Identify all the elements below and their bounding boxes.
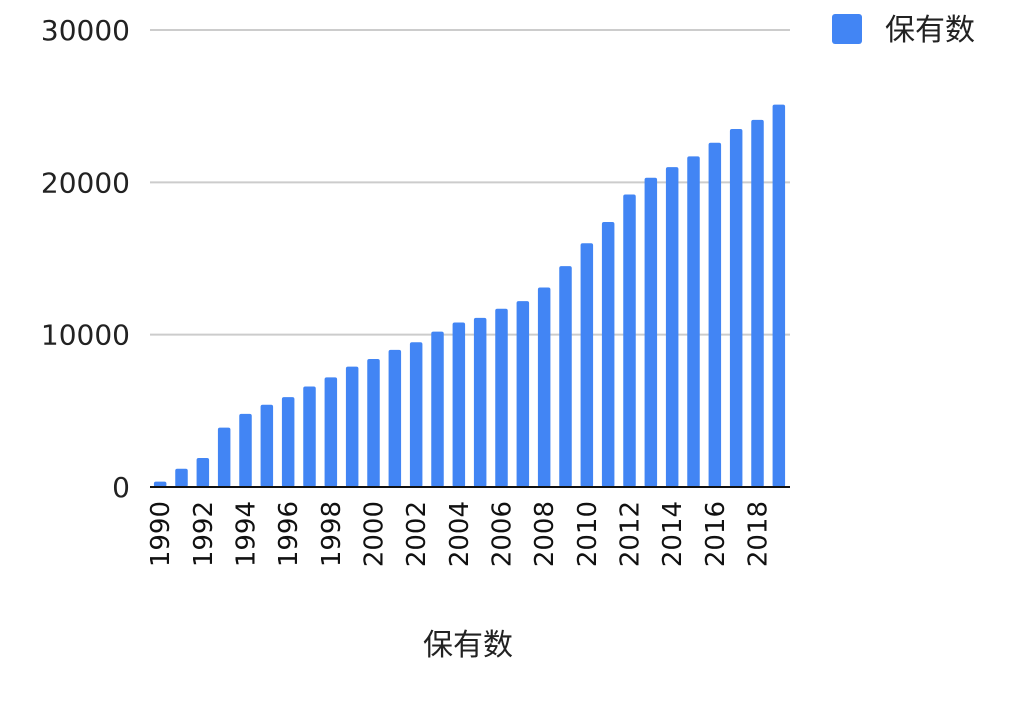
- bars: [153, 104, 786, 488]
- bar-1992[interactable]: [196, 458, 210, 487]
- x-tick-label: 1998: [317, 501, 347, 567]
- x-axis-tick-labels: 1990 1992 1994 1996 1998 2000 2002 2004 2006 2008…: [146, 501, 773, 567]
- x-tick-label: 2012: [616, 501, 646, 567]
- gridlines: [150, 29, 790, 336]
- bar-2003[interactable]: [431, 331, 444, 487]
- y-tick-label: 0: [112, 471, 130, 504]
- x-tick-label: 2004: [445, 501, 475, 567]
- x-tick-label: 1994: [232, 501, 262, 567]
- x-tick-label: 2014: [658, 501, 688, 567]
- x-tick-label: 2002: [402, 501, 432, 567]
- bar-2015[interactable]: [687, 156, 700, 488]
- x-tick-label: 1992: [189, 501, 219, 567]
- bar-1993[interactable]: [217, 427, 231, 487]
- bar-2018[interactable]: [751, 119, 764, 488]
- legend-swatch: [832, 14, 862, 44]
- x-axis-title: 保有数: [423, 628, 513, 663]
- x-tick-label: 1996: [274, 501, 304, 567]
- bar-2017[interactable]: [729, 129, 743, 487]
- bar-2002[interactable]: [409, 342, 423, 487]
- y-tick-label: 20000: [41, 166, 130, 199]
- bar-2019[interactable]: [772, 104, 786, 487]
- x-tick-label: 2008: [530, 501, 560, 567]
- bar-1991[interactable]: [175, 468, 188, 487]
- bar-2004[interactable]: [452, 322, 466, 487]
- bar-1995[interactable]: [260, 404, 274, 487]
- bar-1996[interactable]: [281, 397, 295, 487]
- bar-2009[interactable]: [559, 266, 572, 487]
- x-tick-label: 2016: [701, 501, 731, 567]
- legend-label: 保有数: [885, 13, 975, 48]
- x-tick-label: 2010: [573, 501, 603, 567]
- bar-2005[interactable]: [473, 317, 487, 487]
- x-tick-label: 2018: [744, 501, 774, 567]
- x-tick-label: 2000: [360, 501, 390, 567]
- bar-1999[interactable]: [345, 366, 359, 487]
- bar-2010[interactable]: [580, 243, 594, 487]
- bar-1990[interactable]: [153, 481, 167, 487]
- bar-2013[interactable]: [644, 177, 658, 487]
- y-tick-label: 10000: [41, 319, 130, 352]
- bar-1994[interactable]: [239, 413, 252, 487]
- bar-2007[interactable]: [516, 301, 530, 487]
- bar-2012[interactable]: [623, 194, 636, 487]
- y-tick-label: 30000: [41, 14, 130, 47]
- bar-2008[interactable]: [537, 287, 551, 487]
- bar-2011[interactable]: [601, 221, 615, 487]
- bar-2014[interactable]: [665, 167, 679, 487]
- y-axis-tick-labels: 0 10000 20000 30000: [41, 14, 130, 504]
- bar-2006[interactable]: [495, 308, 508, 487]
- bar-2000[interactable]: [367, 359, 380, 487]
- bar-1997[interactable]: [303, 386, 316, 487]
- x-tick-label: 2006: [488, 501, 518, 567]
- x-tick-label: 1990: [146, 501, 176, 567]
- bar-2001[interactable]: [388, 349, 402, 487]
- bar-1998[interactable]: [324, 377, 338, 487]
- bar-2016[interactable]: [708, 142, 722, 487]
- legend[interactable]: 保有数: [832, 13, 975, 48]
